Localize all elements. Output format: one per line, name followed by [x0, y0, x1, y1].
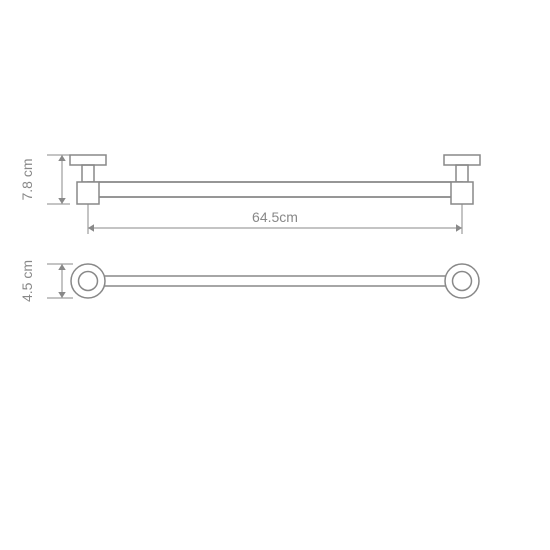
dimension-width: 64.5cm: [88, 204, 462, 234]
front-view: [70, 155, 480, 204]
dimension-label-top-height: 4.5 cm: [19, 260, 35, 302]
top-view: [71, 264, 479, 298]
dimension-height-top: 4.5 cm: [19, 260, 73, 302]
technical-drawing: 7.8 cm 4.5 cm 64.5cm: [0, 0, 550, 550]
dimension-height-front: 7.8 cm: [19, 155, 70, 204]
dimension-label-width: 64.5cm: [252, 209, 298, 225]
dimension-label-front-height: 7.8 cm: [19, 158, 35, 200]
